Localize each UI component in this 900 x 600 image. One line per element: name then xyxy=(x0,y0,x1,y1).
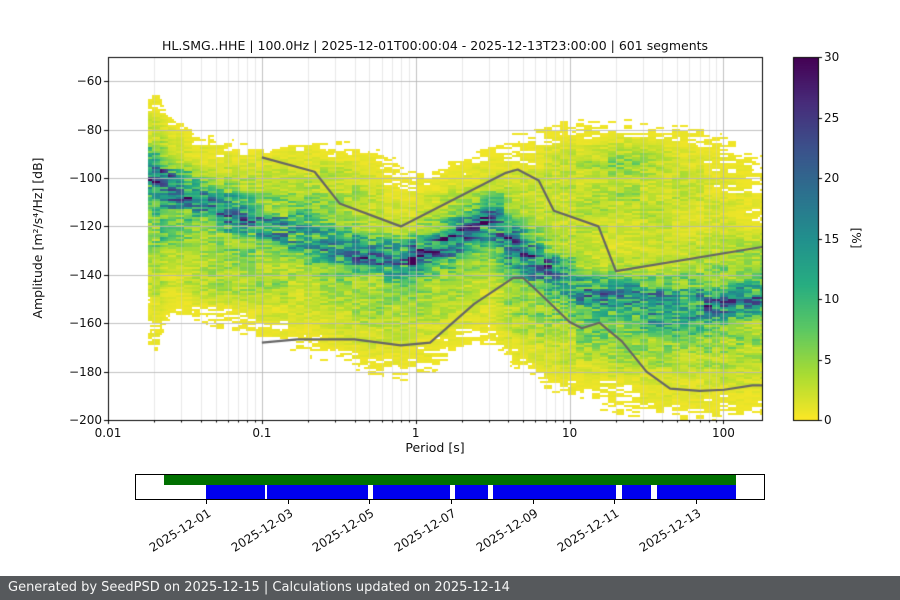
y-tick-label: −100 xyxy=(69,171,102,185)
footer-text: Generated by SeedPSD on 2025-12-15 | Cal… xyxy=(8,580,510,595)
availability-blue-segment xyxy=(454,485,488,499)
availability-tick-mark xyxy=(614,500,616,504)
availability-tick-mark xyxy=(696,500,698,504)
y-tick-label: −140 xyxy=(69,267,102,282)
availability-blue-segment xyxy=(622,485,652,499)
colorbar-label: [%] xyxy=(849,227,863,249)
y-axis-label: Amplitude [m²/s⁴/Hz] [dB] xyxy=(30,157,45,319)
x-tick-label: 0.01 xyxy=(94,426,122,440)
availability-blue-segment xyxy=(266,485,369,499)
colorbar-tick-label: 30 xyxy=(824,50,840,64)
footer-bar: Generated by SeedPSD on 2025-12-15 | Cal… xyxy=(0,576,900,600)
y-tick-label: −120 xyxy=(69,219,102,234)
x-tick-label: 0.1 xyxy=(252,426,272,440)
chart-title: HL.SMG..HHE | 100.0Hz | 2025-12-01T00:00… xyxy=(161,38,709,53)
availability-green-segment xyxy=(163,475,737,485)
y-tick-label: −160 xyxy=(69,316,102,331)
x-axis-label: Period [s] xyxy=(405,440,465,455)
colorbar-tick-label: 10 xyxy=(824,292,840,306)
y-tick-label: −200 xyxy=(69,413,102,427)
y-tick-label: −180 xyxy=(69,364,102,379)
availability-tick-mark xyxy=(205,500,207,504)
availability-blue-segment xyxy=(492,485,617,499)
availability-bar xyxy=(135,474,765,500)
availability-blue-segment xyxy=(657,485,737,499)
x-tick-label: 1 xyxy=(411,426,420,440)
availability-tick-mark xyxy=(369,500,371,504)
availability-tick-mark xyxy=(532,500,534,504)
colorbar-tick-label: 15 xyxy=(824,231,840,246)
x-tick-label: 100 xyxy=(712,426,735,440)
x-tick-label: 10 xyxy=(561,426,578,440)
y-tick-label: −80 xyxy=(76,122,102,137)
availability-tick-mark xyxy=(451,500,452,504)
y-tick-label: −60 xyxy=(76,74,102,89)
availability-blue-segment xyxy=(373,485,450,499)
colorbar-tick-label: 0 xyxy=(824,413,832,427)
colorbar-tick-label: 25 xyxy=(824,110,840,125)
availability-blue-segment xyxy=(205,485,265,499)
colorbar-tick-label: 20 xyxy=(824,171,840,185)
colorbar-tick-label: 5 xyxy=(824,352,832,367)
availability-tick-mark xyxy=(287,500,289,504)
